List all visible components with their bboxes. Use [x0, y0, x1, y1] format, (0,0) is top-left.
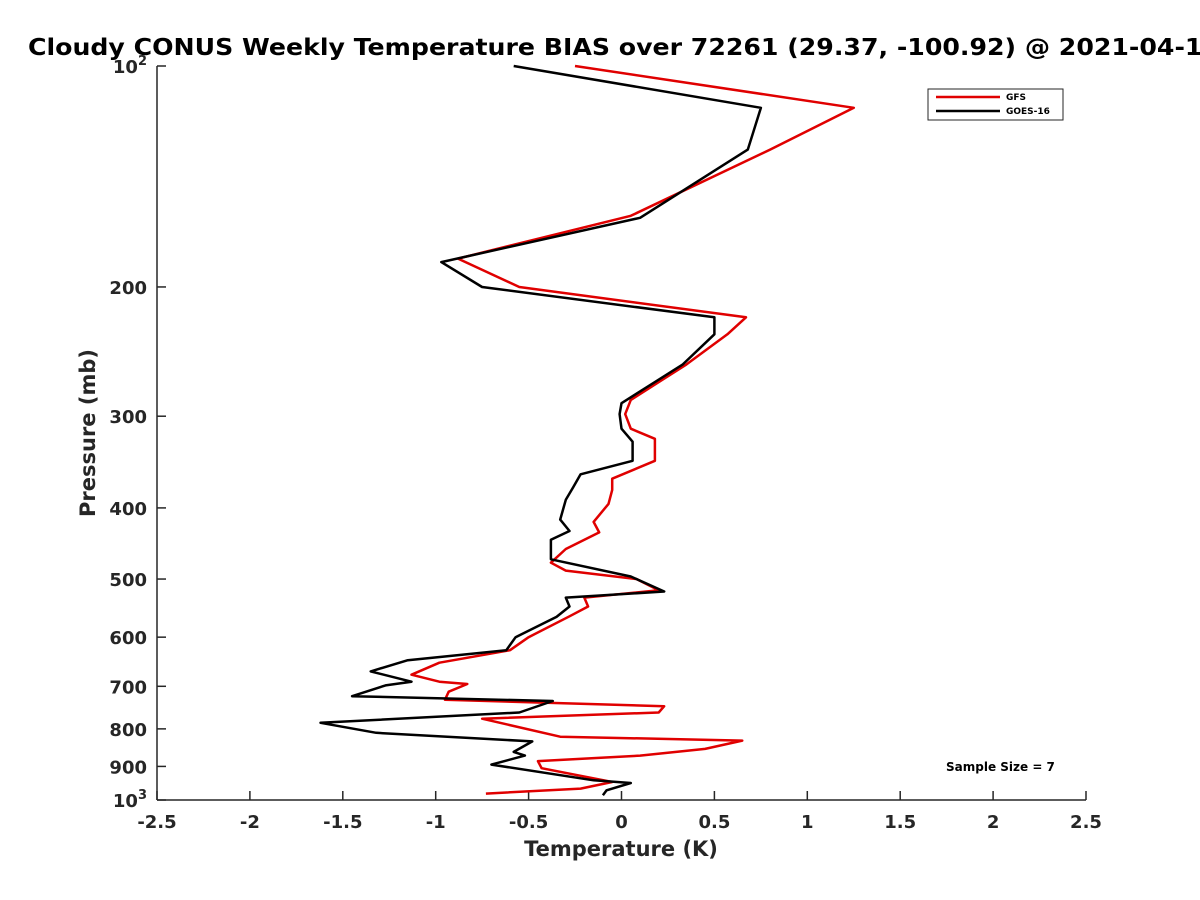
x-tick-label: -1.5 — [323, 812, 362, 833]
y-tick-label: 700 — [109, 677, 147, 698]
x-axis-label: Temperature (K) — [524, 837, 718, 861]
y-tick-exponent: 3 — [138, 788, 147, 803]
x-tick-label: 0.5 — [698, 812, 730, 833]
legend-label-gfs: GFS — [1006, 93, 1026, 103]
y-tick-exponent: 2 — [138, 54, 147, 69]
y-tick-label: 600 — [109, 628, 147, 649]
x-tick-label: 1.5 — [884, 812, 916, 833]
y-tick-label: 800 — [109, 720, 147, 741]
series-line-gfs — [410, 64, 856, 795]
y-tick-base: 10 — [113, 57, 138, 78]
y-tick-label: 102 — [113, 54, 147, 78]
series-line-goes16 — [319, 64, 763, 796]
y-tick-base: 10 — [113, 791, 138, 812]
x-tick-label: 2.5 — [1070, 812, 1102, 833]
y-tick-label: 300 — [109, 407, 147, 428]
x-tick-label: -0.5 — [509, 812, 548, 833]
x-tick-label: 2 — [987, 812, 1000, 833]
y-tick-label: 103 — [113, 788, 147, 812]
y-axis-label: Pressure (mb) — [76, 349, 100, 517]
y-tick-label: 200 — [109, 278, 147, 299]
legend-box — [927, 88, 1064, 121]
y-tick-label: 400 — [109, 499, 147, 520]
x-ticks: -2.5 -2 -1.5 -1 -0.5 0 0.5 1 1.5 2 2.5 — [137, 791, 1102, 833]
sample-size-annotation: Sample Size = 7 — [946, 760, 1055, 774]
legend-label-goes16: GOES-16 — [1006, 107, 1050, 117]
x-tick-label: -2.5 — [137, 812, 176, 833]
y-tick-label: 900 — [109, 757, 147, 778]
x-tick-label: -1 — [426, 812, 446, 833]
y-tick-label: 500 — [109, 570, 147, 591]
x-tick-label: 0 — [615, 812, 628, 833]
x-tick-label: -2 — [240, 812, 260, 833]
chart-title: Cloudy CONUS Weekly Temperature BIAS ove… — [28, 35, 1200, 61]
legend: GFS GOES-16 — [927, 88, 1064, 121]
x-tick-label: 1 — [801, 812, 814, 833]
series-lines — [319, 64, 856, 796]
